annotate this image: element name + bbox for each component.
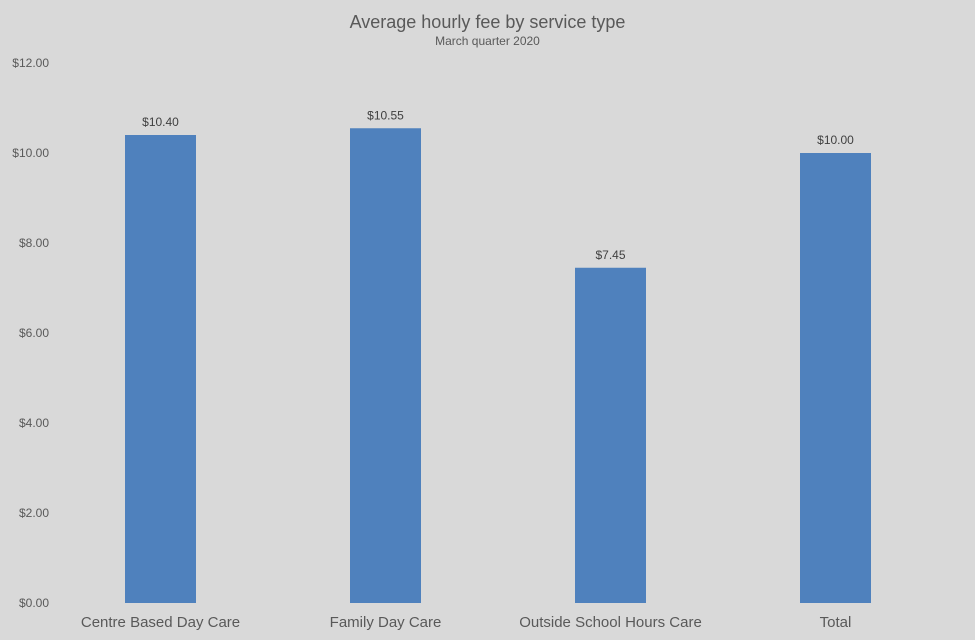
data-label: $10.55 (367, 108, 404, 122)
chart-subtitle: March quarter 2020 (435, 34, 540, 48)
y-tick-label: $12.00 (12, 56, 49, 70)
y-tick-label: $10.00 (12, 146, 49, 160)
bar (125, 135, 196, 603)
data-label: $7.45 (595, 248, 625, 262)
y-axis: $0.00 $2.00 $4.00 $6.00 $8.00 $10.00 $12.00 (12, 56, 49, 610)
bar (575, 267, 646, 603)
y-tick-label: $6.00 (19, 326, 49, 340)
y-tick-label: $4.00 (19, 416, 49, 430)
x-tick-label: Family Day Care (330, 614, 442, 631)
data-label: $10.00 (817, 133, 854, 147)
bars-group: $10.40 $10.55 $7.45 $10.00 (125, 108, 871, 603)
y-tick-label: $2.00 (19, 506, 49, 520)
x-tick-label: Total (820, 614, 852, 631)
x-axis: Centre Based Day Care Family Day Care Outs… (81, 614, 851, 631)
bar (350, 128, 421, 603)
bar (800, 153, 871, 603)
y-tick-label: $8.00 (19, 236, 49, 250)
x-tick-label: Outside School Hours Care (519, 614, 702, 631)
data-label: $10.40 (142, 115, 179, 129)
x-tick-label: Centre Based Day Care (81, 614, 240, 631)
y-tick-label: $0.00 (19, 596, 49, 610)
chart-title: Average hourly fee by service type (350, 12, 626, 32)
